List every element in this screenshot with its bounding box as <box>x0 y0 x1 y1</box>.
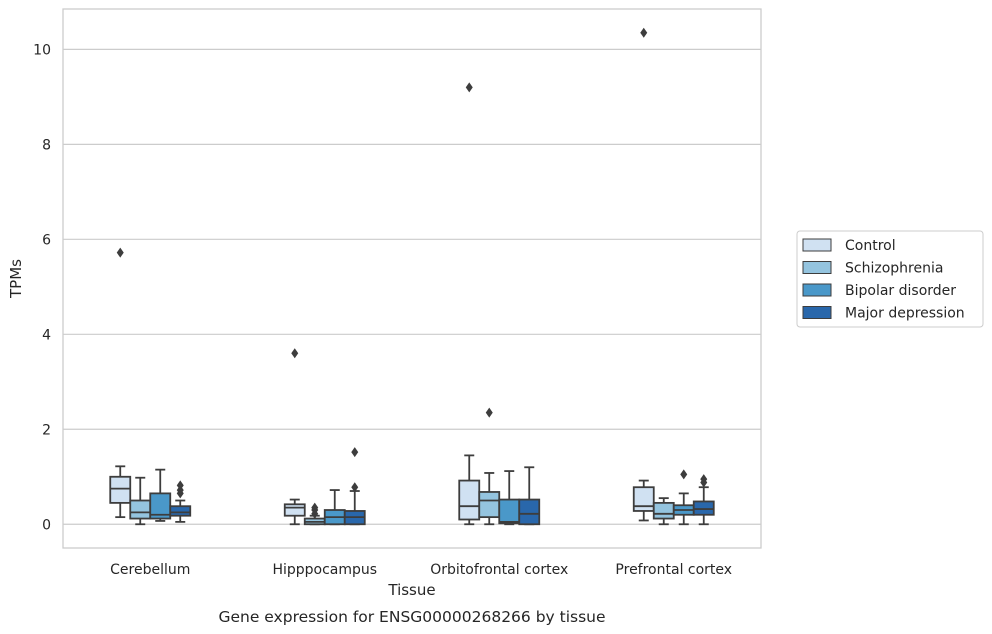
outlier-point <box>116 247 124 258</box>
box-schizophrenia <box>303 502 326 526</box>
x-tick-labels: Cerebellum Hipppocampus Orbitofrontal cort… <box>110 562 732 578</box>
figure-caption: Gene expression for ENSG00000268266 by t… <box>218 608 605 626</box>
legend: Control Schizophrenia Bipolar disorder Majo… <box>796 230 984 328</box>
outlier-point <box>465 82 473 93</box>
x-tick-label: Hipppocampus <box>272 562 377 578</box>
x-tick-label: Orbitofrontal cortex <box>430 562 568 578</box>
legend-item: Major depression <box>802 306 965 322</box>
box-iqr <box>478 491 501 519</box>
box-control <box>283 348 306 526</box>
legend-item: Schizophrenia <box>802 261 943 277</box>
box-major-depression <box>692 474 715 526</box>
y-tick-label: 6 <box>42 232 51 248</box>
legend-frame <box>796 230 984 328</box>
plot-frame <box>62 8 762 549</box>
box-control <box>632 27 655 522</box>
legend-swatch <box>802 238 832 252</box>
box-iqr <box>109 475 132 504</box>
box-bipolar-disorder <box>498 470 521 526</box>
y-tick-labels: 0 2 4 6 8 10 <box>33 42 51 533</box>
box-bipolar-disorder <box>149 468 172 522</box>
outlier-point <box>351 447 359 458</box>
y-tick-label: 8 <box>42 137 51 153</box>
box-iqr <box>129 499 152 520</box>
box-iqr <box>518 498 541 526</box>
legend-item: Bipolar disorder <box>802 283 956 299</box>
legend-label: Bipolar disorder <box>845 283 956 299</box>
outlier-point <box>700 474 708 485</box>
box-iqr <box>498 498 521 525</box>
x-tick-label: Cerebellum <box>110 562 190 578</box>
y-tick-label: 10 <box>33 42 51 58</box>
box-iqr <box>283 503 306 517</box>
outlier-point <box>351 482 359 493</box>
box-schizophrenia <box>129 476 152 526</box>
y-axis-label: TPMs <box>7 259 25 299</box>
legend-items: Control Schizophrenia Bipolar disorder Majo… <box>802 238 965 322</box>
box-iqr <box>652 501 675 520</box>
box-control <box>458 82 481 526</box>
box-schizophrenia <box>478 407 501 526</box>
outlier-point <box>680 469 688 480</box>
box-bipolar-disorder <box>672 469 695 526</box>
box-iqr <box>169 505 192 517</box>
box-iqr <box>692 500 715 516</box>
box-schizophrenia <box>652 497 675 526</box>
box-bipolar-disorder <box>323 489 346 526</box>
y-tick-label: 0 <box>42 517 51 533</box>
outlier-point <box>640 27 648 38</box>
outlier-point <box>485 407 493 418</box>
legend-swatch <box>802 306 832 319</box>
grid-lines <box>63 48 761 525</box>
box-control <box>109 247 132 519</box>
legend-label: Control <box>845 238 896 254</box>
outlier-point <box>291 348 299 359</box>
outlier-point <box>176 480 184 491</box>
y-tick-label: 2 <box>42 422 51 438</box>
box-iqr <box>632 486 655 512</box>
box-major-depression <box>518 466 541 526</box>
box-series <box>109 27 715 526</box>
legend-label: Schizophrenia <box>845 261 943 277</box>
legend-label: Major depression <box>845 306 965 322</box>
x-tick-label: Prefrontal cortex <box>615 562 732 578</box>
box-iqr <box>458 479 481 521</box>
box-major-depression <box>169 480 192 523</box>
x-axis-label: Tissue <box>387 581 435 599</box>
legend-item: Control <box>802 238 896 254</box>
box-major-depression <box>343 447 366 526</box>
legend-swatch <box>802 283 832 297</box>
outlier-point <box>311 502 319 513</box>
legend-swatch <box>802 261 832 274</box>
y-tick-label: 4 <box>42 327 51 343</box>
